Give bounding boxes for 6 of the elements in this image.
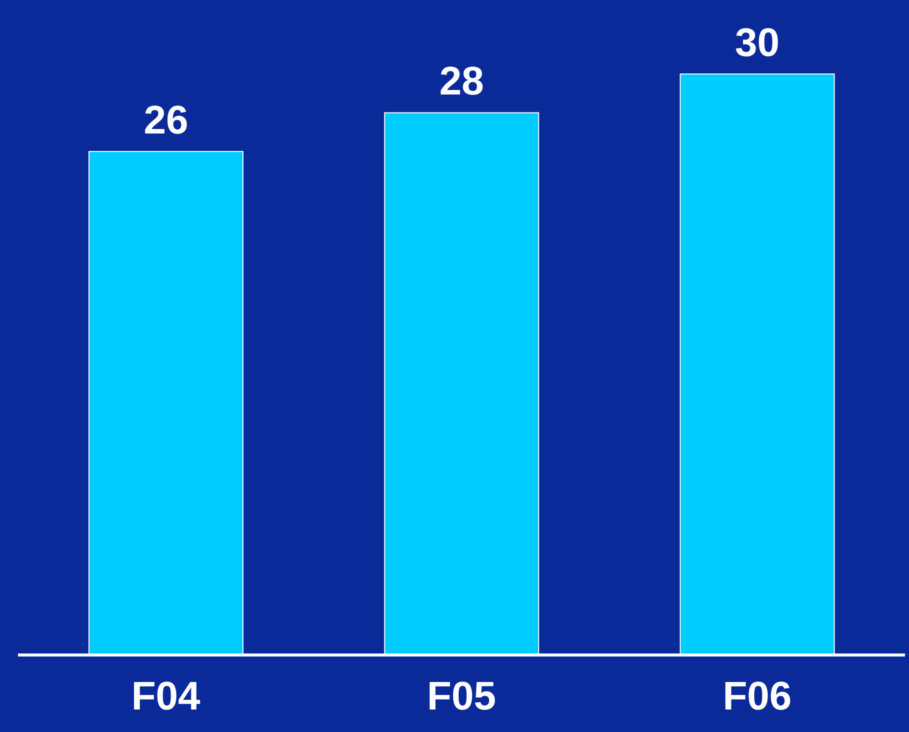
x-tick-label: F05: [427, 674, 496, 718]
x-tick-label: F06: [722, 674, 792, 718]
data-label: 28: [439, 60, 484, 104]
x-tick-label: F04: [131, 674, 202, 718]
data-label: 30: [735, 21, 780, 65]
data-label: 26: [144, 98, 188, 142]
